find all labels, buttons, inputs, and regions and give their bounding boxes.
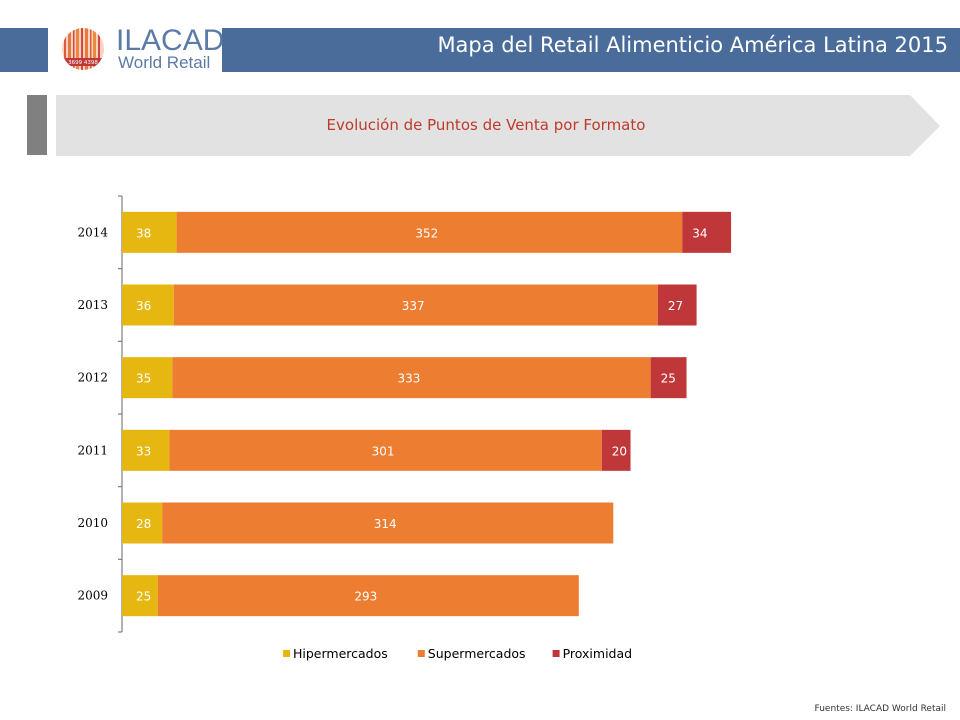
data-label: 314 xyxy=(374,517,397,531)
source-note: Fuentes: ILACAD World Retail xyxy=(814,704,946,714)
data-label: 337 xyxy=(402,299,425,313)
bar-proximidad-2013 xyxy=(657,284,697,326)
data-label: 36 xyxy=(136,299,151,313)
logo-numbers: 3699 4398 xyxy=(68,60,98,66)
data-label: 28 xyxy=(136,517,151,531)
category-label: 2011 xyxy=(77,443,108,457)
bar-supermercados-2012 xyxy=(172,357,651,399)
bar-proximidad-2012 xyxy=(650,357,687,399)
data-label: 333 xyxy=(397,372,420,386)
bar-hipermercados-2011 xyxy=(122,429,170,471)
data-label: 25 xyxy=(661,372,676,386)
bar-hipermercados-2014 xyxy=(122,211,177,253)
data-label: 293 xyxy=(354,590,377,604)
data-label: 20 xyxy=(612,444,627,458)
barcode-globe-icon: 3699 4398 xyxy=(62,28,104,70)
category-label: 2010 xyxy=(77,516,108,530)
legend-label-proximidad: Proximidad xyxy=(563,646,633,661)
data-label: 34 xyxy=(692,226,707,240)
bar-supermercados-2011 xyxy=(169,429,602,471)
stacked-bar-chart: 2014 38 352 34 2013 36 337 27 2012 35 333 25 2011 33 3… xyxy=(77,195,732,661)
bar-hipermercados-2009 xyxy=(122,575,158,617)
data-label: 25 xyxy=(136,590,151,604)
logo: 3699 4398 ILACAD World Retail xyxy=(54,20,225,76)
category-label: 2014 xyxy=(77,225,108,239)
bar-hipermercados-2010 xyxy=(122,502,163,544)
legend-swatch-supermercados xyxy=(417,650,425,657)
logo-subtitle: World Retail xyxy=(118,53,211,72)
bar-hipermercados-2012 xyxy=(122,357,173,399)
subtitle-marker xyxy=(27,95,47,155)
bar-supermercados-2009 xyxy=(157,575,579,617)
page-title: Mapa del Retail Alimenticio América Lati… xyxy=(437,33,948,57)
legend-swatch-proximidad xyxy=(552,650,560,657)
bar-proximidad-2011 xyxy=(601,429,631,471)
legend-label-hipermercados: Hipermercados xyxy=(293,646,388,661)
data-label: 35 xyxy=(136,372,151,386)
logo-title: ILACAD xyxy=(116,24,225,57)
category-label: 2013 xyxy=(77,298,108,312)
data-label: 33 xyxy=(136,444,151,458)
legend-label-supermercados: Supermercados xyxy=(428,646,526,661)
category-label: 2009 xyxy=(77,589,108,603)
bar-hipermercados-2013 xyxy=(122,284,174,326)
category-label: 2012 xyxy=(77,371,108,385)
data-label: 301 xyxy=(372,444,395,458)
header-left-bar xyxy=(0,28,48,72)
chart-subtitle: Evolución de Puntos de Venta por Formato xyxy=(326,116,646,134)
bar-supermercados-2010 xyxy=(162,502,614,544)
legend-swatch-hipermercados xyxy=(283,650,290,657)
data-label: 352 xyxy=(415,226,438,240)
header-bar: Mapa del Retail Alimenticio América Lati… xyxy=(222,28,960,72)
bar-supermercados-2014 xyxy=(176,211,683,253)
subtitle-arrow-banner xyxy=(56,95,940,156)
data-label: 38 xyxy=(136,226,151,240)
bar-supermercados-2013 xyxy=(173,284,658,326)
data-label: 27 xyxy=(668,299,683,313)
bar-proximidad-2014 xyxy=(682,211,732,253)
